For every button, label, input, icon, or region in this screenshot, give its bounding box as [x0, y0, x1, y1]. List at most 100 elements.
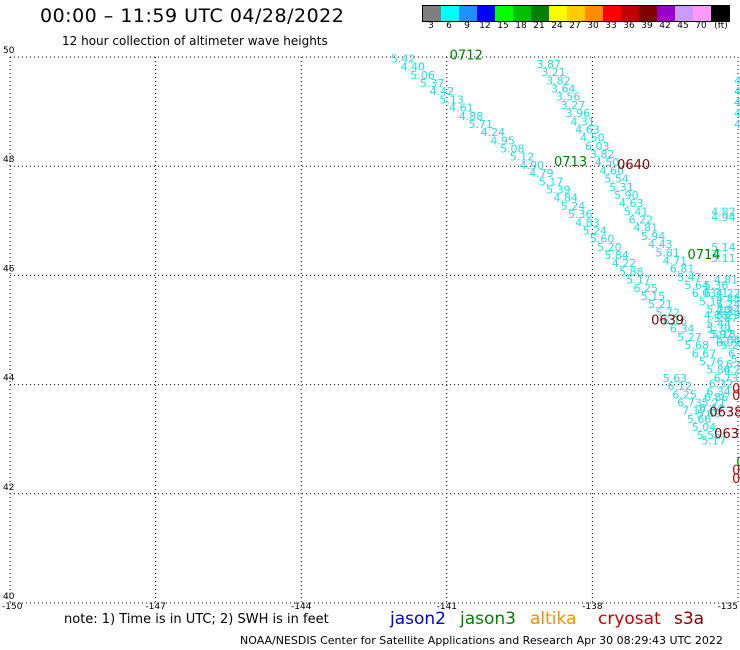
colorbar-swatch — [477, 6, 495, 21]
x-tick-label: -147 — [145, 602, 165, 612]
wave-height-point: 6.32 — [709, 377, 734, 390]
track-time-label: 0 — [736, 456, 740, 471]
colorbar-swatch — [675, 6, 693, 21]
footer-credit: NOAA/NESDIS Center for Satellite Applica… — [240, 634, 723, 647]
track-time-label: 0639 — [651, 314, 684, 329]
wave-height-point: 4.81 — [714, 274, 739, 287]
colorbar-label: (ft) — [714, 21, 728, 31]
colorbar-label: 42 — [659, 21, 671, 31]
wave-height-point: 5.20 — [706, 304, 731, 317]
wave-height-point: 6.81 — [670, 263, 695, 276]
wave-height-point: 4.31 — [570, 115, 595, 128]
wave-height-point: 5.55 — [697, 429, 722, 442]
wave-height-point: 5.63 — [663, 372, 688, 385]
wave-height-point: 5.06 — [716, 334, 740, 347]
wave-height-point: 5.66 — [687, 413, 712, 426]
track-time-label: 0714 — [687, 248, 720, 263]
wave-height-point: 5.42 — [391, 52, 416, 65]
wave-height-point: 4.63 — [575, 123, 600, 136]
wave-height-point: 5.04 — [692, 421, 717, 434]
wave-height-point: 4.24 — [481, 126, 506, 139]
colorbar-swatch — [711, 6, 729, 21]
wave-height-point: 5.90 — [614, 189, 639, 202]
legend-item-s3a: s3a — [674, 609, 705, 629]
wave-height-point: 5.84 — [604, 249, 629, 262]
wave-height-point: 6.86 — [704, 391, 729, 404]
wave-height-point: 4.5 — [734, 118, 740, 131]
y-tick-label: 44 — [3, 374, 15, 384]
wave-height-point: 5.06 — [410, 69, 435, 82]
wave-height-point: 3.21 — [541, 66, 566, 79]
wave-height-point: 5.36 — [568, 208, 593, 221]
wave-height-point: 5.18 — [711, 328, 736, 341]
wave-height-point: 5.71 — [469, 118, 494, 131]
wave-height-point: 4.43 — [648, 238, 673, 251]
wave-height-point: 5.12 — [699, 295, 724, 308]
wave-height-point: 4.22 — [612, 257, 637, 270]
wave-height-colorbar — [422, 5, 730, 22]
wave-height-point: 5.44 — [706, 317, 731, 330]
wave-height-point: 3.56 — [556, 91, 581, 104]
wave-height-point: 6.44 — [726, 358, 740, 371]
colorbar-label: 9 — [464, 21, 470, 31]
wave-height-point: 4.78 — [704, 309, 729, 322]
wave-height-point: 5.84 — [706, 364, 731, 377]
legend-item-altika: altika — [530, 609, 577, 629]
colorbar-swatch — [657, 6, 675, 21]
x-tick-label: -138 — [582, 602, 603, 612]
wave-height-point: 5.39 — [546, 184, 571, 197]
wave-height-point: 5.54 — [604, 173, 629, 186]
wave-height-point: 3.64 — [551, 82, 576, 95]
wave-height-point: 4.42 — [430, 85, 455, 98]
track-time-label: 0637 — [714, 427, 740, 442]
wave-height-point: 6.25 — [672, 388, 697, 401]
wave-height-point: 5.72 — [655, 306, 680, 319]
colorbar-label: 24 — [551, 21, 563, 31]
wave-height-point: 4.63 — [619, 197, 644, 210]
note-text: note: 1) Time is in UTC; 2) SWH is in fe… — [64, 612, 329, 627]
wave-height-point: 6.25 — [634, 282, 659, 295]
wave-height-point: 4.94 — [716, 304, 740, 317]
colorbar-swatch — [549, 6, 567, 21]
wave-height-point: 5.11 — [711, 252, 736, 265]
wave-height-point: 4.61 — [449, 102, 474, 115]
wave-height-point: 4.22 — [716, 287, 740, 300]
wave-height-point: 5.64 — [684, 279, 709, 292]
track-time-label: 05 — [732, 389, 740, 404]
colorbar-label: 39 — [641, 21, 653, 31]
colorbar-swatch — [567, 6, 585, 21]
wave-height-point: 4.60 — [600, 164, 625, 177]
wave-height-point: 5.36 — [704, 279, 729, 292]
wave-height-point: 5.24 — [583, 224, 608, 237]
track-time-label: 00 — [732, 472, 740, 487]
track-time-label: 0712 — [450, 49, 483, 64]
colorbar-swatch — [639, 6, 657, 21]
track-time-label: 05 — [732, 382, 740, 397]
colorbar-label: 70 — [695, 21, 707, 31]
wave-height-point: 5.81 — [655, 246, 680, 259]
legend-item-cryosat: cryosat — [598, 609, 661, 629]
track-time-label: 0640 — [617, 158, 650, 173]
colorbar-label: 3 — [428, 21, 434, 31]
wave-height-point: 6.16 — [663, 315, 688, 328]
colorbar-label: 18 — [515, 21, 527, 31]
colorbar-labels: 3 6 9 12 15 18 21 24 27 30 33 36 39 42 45 70 (ft) — [422, 21, 740, 33]
colorbar-label: 21 — [533, 21, 545, 31]
wave-height-point: 4.83 — [575, 216, 600, 229]
wave-height-point: 3.87 — [536, 58, 561, 71]
wave-height-point: 6.31 — [704, 287, 729, 300]
colorbar-label: 6 — [446, 21, 452, 31]
colorbar-swatch — [495, 6, 513, 21]
wave-height-point: 4.2 — [734, 74, 740, 87]
page-title: 00:00 – 11:59 UTC 04/28/2022 — [40, 5, 345, 27]
wave-height-point: 5.47 — [677, 271, 702, 284]
y-tick-label: 40 — [3, 592, 15, 602]
wave-height-point: 4.84 — [553, 192, 578, 205]
wave-height-point: 4.90 — [519, 159, 544, 172]
y-tick-label: 50 — [3, 46, 15, 56]
y-tick-label: 42 — [3, 483, 14, 493]
colorbar-swatch — [513, 6, 531, 21]
wave-height-point: 4.88 — [459, 110, 484, 123]
